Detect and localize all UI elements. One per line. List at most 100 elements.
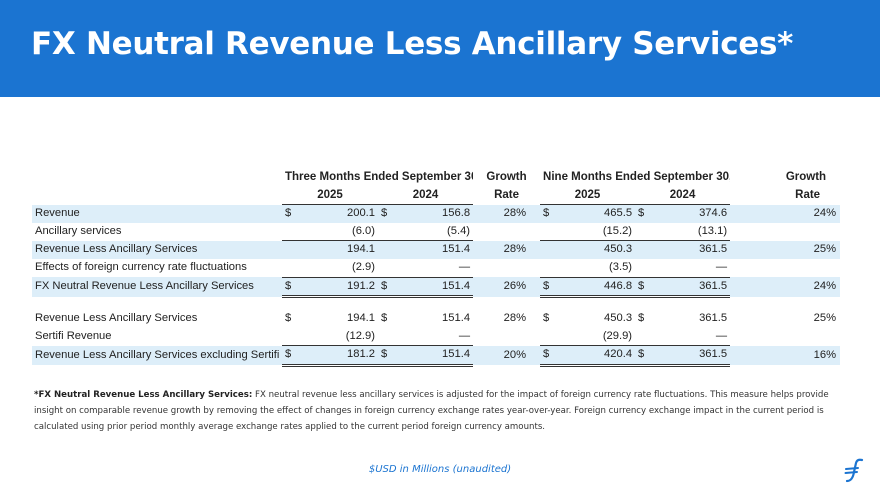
n2024-currency xyxy=(635,327,650,347)
three-months-header: Three Months Ended September 30, xyxy=(285,171,474,183)
n2024-value: 361.5 xyxy=(649,240,731,259)
growth-header-1: Growth xyxy=(486,171,527,183)
q2025-value: 191.2 xyxy=(296,277,378,299)
q2024-currency: $ xyxy=(378,345,392,367)
q2025-value: (12.9) xyxy=(296,327,378,347)
q2025-currency: $ xyxy=(282,277,296,299)
unaudited-note: $USD in Millions (unaudited) xyxy=(368,464,512,475)
table-body: Revenue $200.1 $156.8 28% $465.5 $374.6 24% Anc… xyxy=(32,204,841,367)
q2024-currency xyxy=(378,258,392,278)
q2025-value: 181.2 xyxy=(296,345,378,367)
q2025-currency xyxy=(282,240,296,259)
growth-rate-1: 28% xyxy=(473,240,541,259)
n2025-value: 465.5 xyxy=(554,204,636,223)
growth-rate-2: 16% xyxy=(730,345,841,366)
row-label: Ancillary services xyxy=(35,225,122,238)
row-label: FX Neutral Revenue Less Ancillary Servic… xyxy=(32,277,282,297)
q2025-currency: $ xyxy=(282,204,296,223)
row-label: Revenue xyxy=(32,204,282,223)
growth-header-2: Growth xyxy=(785,171,827,183)
growth-rate-2: 24% xyxy=(730,277,841,297)
row-label: Effects of foreign currency rate fluctua… xyxy=(35,261,247,274)
n2025-value: 450.3 xyxy=(604,312,633,325)
n2025-currency: $ xyxy=(543,312,550,325)
growth-rate-1 xyxy=(473,328,540,346)
growth-rate-2 xyxy=(730,223,840,241)
table-row: FX Neutral Revenue Less Ancillary Servic… xyxy=(32,277,841,299)
q2025-value: 200.1 xyxy=(296,204,378,223)
table-row: Revenue Less Ancillary Services $194.1 $15… xyxy=(32,310,840,328)
q2024-currency: $ xyxy=(378,277,392,299)
n2024-currency xyxy=(635,222,650,242)
year-header-q2025: 2025 xyxy=(282,186,378,206)
n2025-value: 450.3 xyxy=(554,240,636,259)
year-header-n2025: 2025 xyxy=(540,186,636,206)
n2025-currency xyxy=(540,327,555,347)
row-label: Sertifi Revenue xyxy=(35,330,112,342)
growth-rate-1 xyxy=(473,259,540,277)
n2024-value: 361.5 xyxy=(699,312,728,325)
rate-header-1: Rate xyxy=(494,188,520,201)
period-header-row: Three Months Ended September 30, Growth … xyxy=(32,169,840,187)
table-row: Effects of foreign currency rate fluctua… xyxy=(32,258,840,278)
q2025-currency xyxy=(282,258,296,278)
n2024-value: — xyxy=(649,327,731,347)
n2025-currency xyxy=(540,258,555,278)
table-row: Revenue Less Ancillary Services 194.1 151.… xyxy=(32,240,841,259)
footnote-text: FX neutral revenue less ancillary servic… xyxy=(34,390,829,432)
section-spacer xyxy=(32,296,841,311)
n2025-value: 420.4 xyxy=(554,345,636,367)
n2025-currency: $ xyxy=(540,277,555,299)
row-label: Revenue Less Ancillary Services xyxy=(35,312,198,325)
growth-rate-1: 28% xyxy=(473,204,541,223)
q2025-currency: $ xyxy=(285,312,292,325)
table-row: Sertifi Revenue (12.9) — (29.9) — xyxy=(32,327,840,347)
n2024-currency: $ xyxy=(635,204,650,223)
n2025-currency xyxy=(540,240,555,259)
n2024-currency: $ xyxy=(638,312,645,325)
n2024-value: — xyxy=(649,258,731,278)
n2024-value: 361.5 xyxy=(649,345,731,367)
financial-table-container: Three Months Ended September 30, Growth … xyxy=(32,169,841,367)
row-label: Revenue Less Ancillary Services xyxy=(32,240,282,259)
q2025-value: (2.9) xyxy=(296,258,378,278)
table-row: Ancillary services (6.0) (5.4) (15.2) (13.1) xyxy=(32,222,840,242)
q2024-value: 151.4 xyxy=(392,277,474,299)
q2024-currency xyxy=(378,222,392,242)
q2024-currency xyxy=(378,240,392,259)
q2024-currency: $ xyxy=(378,204,392,223)
n2024-currency: $ xyxy=(635,345,650,367)
table-row: Revenue Less Ancillary Services excludin… xyxy=(32,345,841,367)
n2025-value: 446.8 xyxy=(554,277,636,299)
n2025-currency xyxy=(540,222,555,242)
growth-rate-2 xyxy=(730,328,840,346)
n2024-value: (13.1) xyxy=(649,222,731,242)
growth-rate-1: 20% xyxy=(473,345,541,366)
row-label: Revenue Less Ancillary Services excludin… xyxy=(32,345,282,366)
growth-rate-1: 26% xyxy=(473,277,541,297)
q2025-currency xyxy=(282,327,296,347)
growth-rate-2: 25% xyxy=(730,240,841,259)
growth-rate-2 xyxy=(730,259,840,277)
nine-months-header: Nine Months Ended September 30, xyxy=(543,171,731,183)
q2024-value: — xyxy=(392,327,474,347)
q2025-currency: $ xyxy=(282,345,296,367)
growth-rate-2: 24% xyxy=(730,204,841,223)
q2024-value: (5.4) xyxy=(392,222,474,242)
q2024-value: 151.4 xyxy=(392,240,474,259)
title-banner: FX Neutral Revenue Less Ancillary Servic… xyxy=(0,0,880,97)
q2025-currency xyxy=(282,222,296,242)
page-title: FX Neutral Revenue Less Ancillary Servic… xyxy=(31,26,794,62)
financial-table: Three Months Ended September 30, Growth … xyxy=(32,169,841,367)
n2024-value: 361.5 xyxy=(649,277,731,299)
q2024-value: 151.4 xyxy=(392,345,474,367)
n2025-value: (29.9) xyxy=(554,327,636,347)
n2024-currency xyxy=(635,240,650,259)
q2024-value: 156.8 xyxy=(392,204,474,223)
n2025-value: (3.5) xyxy=(554,258,636,278)
year-header-q2024: 2024 xyxy=(378,186,474,206)
q2024-value: 151.4 xyxy=(442,312,471,325)
n2025-value: (15.2) xyxy=(554,222,636,242)
footnote-heading: *FX Neutral Revenue Less Ancillary Servi… xyxy=(34,390,253,400)
q2024-value: — xyxy=(392,258,474,278)
